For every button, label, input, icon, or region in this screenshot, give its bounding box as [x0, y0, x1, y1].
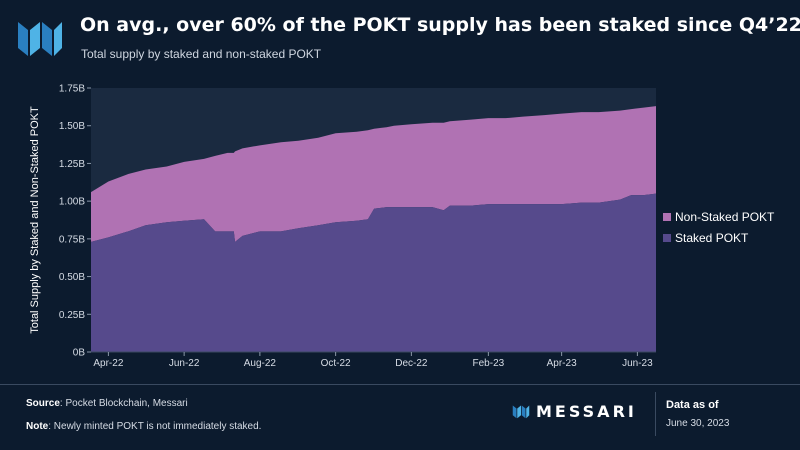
y-tick-label: 1.75B	[59, 84, 85, 95]
y-tick-label: 0.50B	[59, 272, 85, 283]
x-tick-label: Oct-22	[321, 358, 351, 369]
y-tick-label: 1.50B	[59, 121, 85, 132]
note-text: : Newly minted POKT is not immediately s…	[48, 421, 262, 432]
source-label: Source	[26, 398, 60, 409]
page-title: On avg., over 60% of the POKT supply has…	[80, 14, 800, 36]
legend-item-non-staked: Non-Staked POKT	[663, 208, 774, 226]
y-tick-label: 1.25B	[59, 159, 85, 170]
y-tick-label: 0B	[73, 348, 86, 359]
legend-swatch-staked	[663, 234, 671, 242]
x-tick-label: Jun-22	[169, 358, 200, 369]
x-tick-label: Feb-23	[473, 358, 505, 369]
y-tick-label: 1.00B	[59, 197, 85, 208]
page-subtitle: Total supply by staked and non-staked PO…	[81, 47, 322, 61]
data-as-of-label: Data as of	[666, 399, 719, 411]
data-as-of-date: June 30, 2023	[666, 418, 730, 429]
note-label: Note	[26, 421, 49, 432]
stacked-area-chart: 0B 0.25B 0.50B 0.75B 1.00B 1.25B 1.50B 1.75B Ap…	[29, 84, 656, 369]
area-non-staked-pokt	[91, 106, 656, 242]
y-axis-label: Total Supply by Staked and Non-Staked PO…	[29, 106, 41, 334]
x-tick-label: Dec-22	[395, 358, 428, 369]
x-tick-label: Apr-23	[547, 358, 577, 369]
chart-legend: Non-Staked POKT Staked POKT	[663, 208, 774, 250]
y-tick-label: 0.75B	[59, 234, 85, 245]
messari-brand: MESSARI	[512, 402, 637, 421]
brand-name: MESSARI	[536, 402, 637, 421]
y-tick-label: 0.25B	[59, 310, 85, 321]
y-axis-ticks: 0B 0.25B 0.50B 0.75B 1.00B 1.25B 1.50B 1.75B	[59, 84, 91, 359]
messari-logo-icon	[18, 22, 62, 56]
messari-brand-icon	[512, 405, 530, 419]
source-text: : Pocket Blockchain, Messari	[59, 398, 188, 409]
area-staked-pokt	[91, 193, 656, 352]
x-tick-label: Apr-22	[93, 358, 123, 369]
legend-swatch-non-staked	[663, 213, 671, 221]
footer-separator	[655, 392, 656, 436]
legend-label-staked: Staked POKT	[675, 231, 749, 245]
legend-label-non-staked: Non-Staked POKT	[675, 210, 775, 224]
footnote: Note: Newly minted POKT is not immediate…	[26, 421, 261, 432]
x-tick-label: Jun-23	[622, 358, 653, 369]
legend-item-staked: Staked POKT	[663, 229, 774, 247]
source-note: Source: Pocket Blockchain, Messari	[26, 398, 188, 409]
x-axis-ticks: Apr-22 Jun-22 Aug-22 Oct-22 Dec-22 Feb-23 Apr-…	[93, 352, 653, 369]
x-tick-label: Aug-22	[244, 358, 277, 369]
footer-divider	[0, 384, 800, 385]
